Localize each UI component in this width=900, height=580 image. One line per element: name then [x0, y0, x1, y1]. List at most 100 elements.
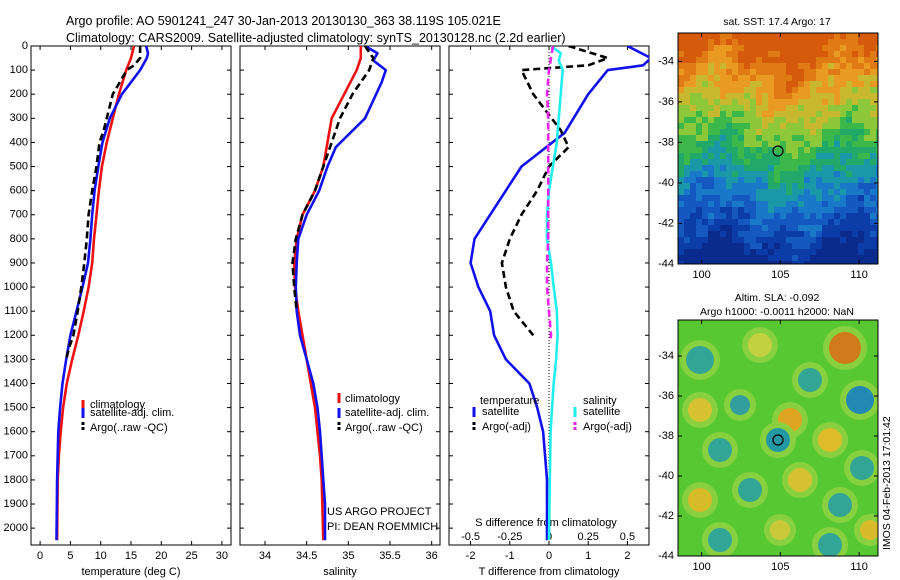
sst-pixel	[750, 87, 756, 93]
sst-pixel	[852, 177, 858, 183]
sst-pixel	[816, 99, 822, 105]
sst-pixel	[696, 105, 702, 111]
sst-pixel	[738, 57, 744, 63]
sst-pixel	[816, 249, 822, 255]
sst-pixel	[816, 129, 822, 135]
sst-pixel	[762, 159, 768, 165]
sst-pixel	[756, 177, 762, 183]
sst-pixel	[846, 141, 852, 147]
sst-pixel	[684, 51, 690, 57]
sst-pixel	[714, 39, 720, 45]
sst-pixel	[858, 105, 864, 111]
sst-pixel	[840, 129, 846, 135]
sst-pixel	[810, 207, 816, 213]
sst-pixel	[852, 201, 858, 207]
sst-pixel	[822, 135, 828, 141]
sst-pixel	[798, 141, 804, 147]
sst-pixel	[714, 225, 720, 231]
sst-pixel	[822, 75, 828, 81]
sst-pixel	[690, 39, 696, 45]
sst-pixel	[720, 213, 726, 219]
sst-pixel	[834, 243, 840, 249]
sst-pixel	[774, 87, 780, 93]
sst-pixel	[678, 165, 684, 171]
y-tick-label: 200	[10, 88, 28, 100]
sst-pixel	[798, 63, 804, 69]
sst-pixel	[870, 225, 876, 231]
sst-pixel	[864, 225, 870, 231]
sst-pixel	[714, 261, 720, 264]
sst-pixel	[732, 201, 738, 207]
sst-pixel	[876, 69, 878, 75]
sst-pixel	[684, 255, 690, 261]
sst-pixel	[810, 117, 816, 123]
sst-pixel	[750, 51, 756, 57]
sst-pixel	[768, 105, 774, 111]
sst-pixel	[876, 255, 878, 261]
sst-pixel	[756, 75, 762, 81]
sst-pixel	[684, 213, 690, 219]
sst-pixel	[792, 243, 798, 249]
sst-pixel	[828, 69, 834, 75]
sst-pixel	[822, 201, 828, 207]
sst-pixel	[792, 141, 798, 147]
sst-pixel	[744, 129, 750, 135]
sst-pixel	[780, 225, 786, 231]
sst-pixel	[744, 69, 750, 75]
sst-pixel	[864, 201, 870, 207]
sst-map-frame	[677, 32, 879, 265]
sst-pixel	[858, 33, 864, 39]
sst-pixel	[804, 81, 810, 87]
sst-pixel	[798, 39, 804, 45]
sst-pixel	[840, 57, 846, 63]
sst-pixel	[810, 105, 816, 111]
sst-pixel	[876, 201, 878, 207]
sst-pixel	[852, 189, 858, 195]
sst-pixel	[780, 111, 786, 117]
lat-tick-label: -36	[658, 96, 674, 108]
sst-pixel	[714, 105, 720, 111]
sst-pixel	[768, 165, 774, 171]
sst-pixel	[804, 153, 810, 159]
sst-pixel	[744, 171, 750, 177]
sst-pixel	[858, 207, 864, 213]
sst-pixel	[756, 105, 762, 111]
sst-pixel	[876, 45, 878, 51]
sst-pixel	[702, 201, 708, 207]
sst-pixel	[840, 51, 846, 57]
sst-pixel	[702, 189, 708, 195]
sst-pixel	[840, 93, 846, 99]
sst-pixel	[786, 63, 792, 69]
sst-pixel	[870, 171, 876, 177]
sst-pixel	[684, 69, 690, 75]
sst-pixel	[762, 93, 768, 99]
sst-pixel	[846, 213, 852, 219]
sst-pixel	[792, 87, 798, 93]
sst-pixel	[876, 135, 878, 141]
lat-tick-label: -38	[658, 136, 674, 148]
sst-pixel	[768, 159, 774, 165]
sst-pixel	[708, 213, 714, 219]
sst-pixel	[702, 183, 708, 189]
sla-map-axes: -34 -36 -38 -40 -42 -44 100 105 110	[658, 320, 878, 573]
sst-pixel	[762, 225, 768, 231]
sst-pixel	[732, 141, 738, 147]
sst-pixel	[828, 111, 834, 117]
sst-pixel	[738, 153, 744, 159]
sst-pixel	[804, 99, 810, 105]
sst-pixel	[708, 45, 714, 51]
sst-pixel	[744, 153, 750, 159]
sst-pixel	[768, 171, 774, 177]
sst-pixel	[702, 171, 708, 177]
sst-pixel	[768, 153, 774, 159]
sst-pixel	[744, 225, 750, 231]
sst-pixel	[816, 207, 822, 213]
sst-pixel	[864, 45, 870, 51]
sst-pixel	[816, 45, 822, 51]
sst-pixel	[726, 33, 732, 39]
sst-pixel	[756, 51, 762, 57]
sst-pixel	[756, 249, 762, 255]
sst-pixel	[708, 189, 714, 195]
sst-pixel	[846, 237, 852, 243]
sst-pixel	[726, 255, 732, 261]
